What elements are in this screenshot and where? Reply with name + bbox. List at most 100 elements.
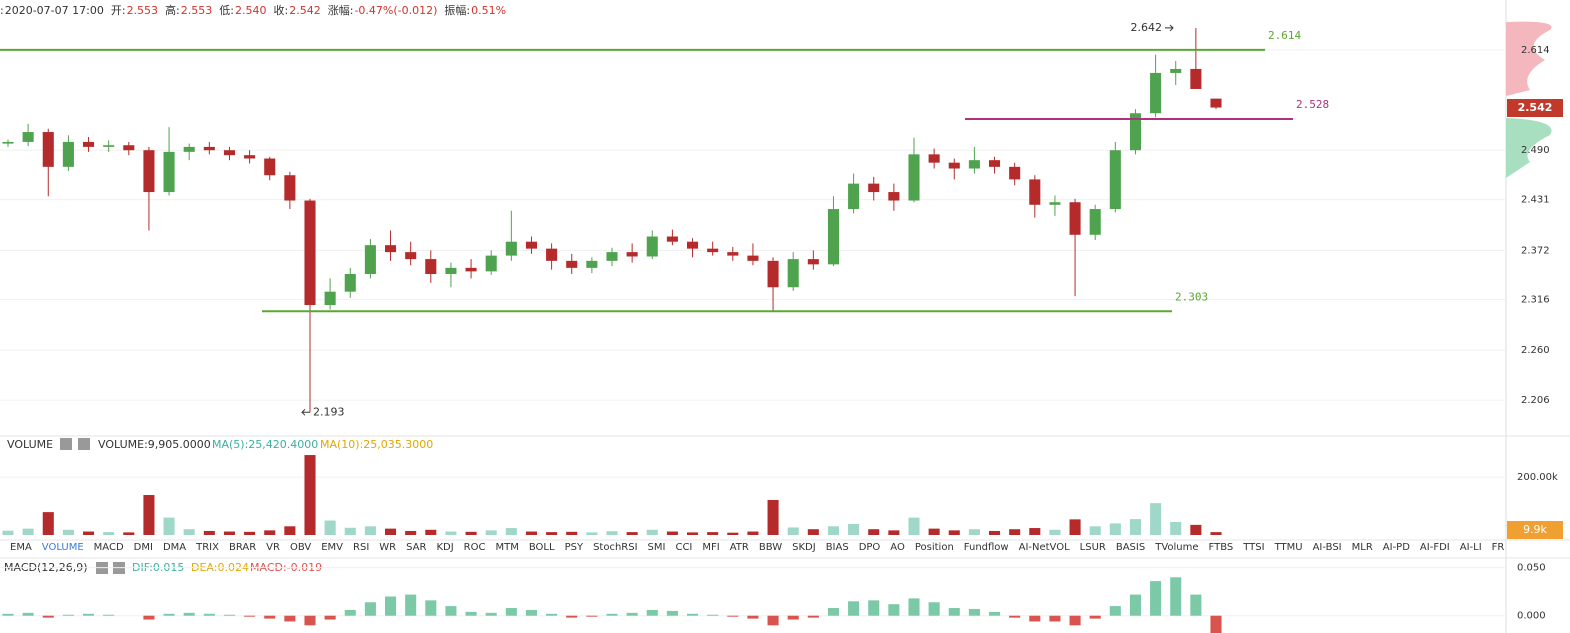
candle-body <box>666 236 678 242</box>
indicator-tab[interactable]: TRIX <box>196 542 219 553</box>
indicator-tab[interactable]: MACD <box>93 542 124 553</box>
bar <box>1049 529 1061 535</box>
y-tick-label: 2.316 <box>1521 295 1550 306</box>
profile-buy <box>1506 118 1552 178</box>
indicator-tab[interactable]: BOLL <box>528 542 555 553</box>
indicator-tab[interactable]: KDJ <box>436 542 454 553</box>
bar <box>123 532 135 535</box>
candle-body <box>123 145 135 151</box>
indicator-tab[interactable]: WR <box>379 542 397 553</box>
bar <box>183 612 195 616</box>
candle-body <box>264 158 276 176</box>
indicator-tab[interactable]: MFI <box>702 542 720 553</box>
indicator-tab[interactable]: AI-LI <box>1459 542 1482 553</box>
indicator-tab[interactable]: TVolume <box>1155 542 1199 553</box>
header-value: 2.553 <box>181 4 213 17</box>
indicator-tab[interactable]: DPO <box>858 542 881 553</box>
bar <box>1129 519 1142 535</box>
indicator-tab[interactable]: ROC <box>463 542 486 553</box>
indicator-tab[interactable]: AI-NetVOL <box>1018 542 1070 553</box>
bar <box>988 611 1001 616</box>
bar <box>525 609 538 616</box>
candle-body <box>1190 68 1202 89</box>
volume-tag-box <box>1507 521 1563 539</box>
bar <box>566 531 578 535</box>
candle-body <box>1029 179 1041 205</box>
indicator-tab[interactable]: OBV <box>289 542 312 553</box>
indicator-tab[interactable]: EMA <box>10 542 32 553</box>
bar <box>465 611 477 616</box>
bar <box>22 528 34 535</box>
bar <box>163 613 175 616</box>
indicator-tab[interactable]: StochRSI <box>593 542 638 553</box>
indicator-tab[interactable]: LSUR <box>1079 542 1106 553</box>
candle-body <box>1049 202 1061 205</box>
bar <box>304 455 316 535</box>
indicator-tab[interactable]: SAR <box>406 542 427 553</box>
y-tick-label: 0.050 <box>1517 563 1546 574</box>
candle-body <box>1150 72 1162 114</box>
profile-sell <box>1506 21 1552 97</box>
indicator-tab[interactable]: BASIS <box>1115 542 1146 553</box>
bar <box>707 614 719 616</box>
bar <box>586 615 598 617</box>
settings-icon[interactable] <box>60 438 72 450</box>
indicator-tab[interactable]: Fundflow <box>963 542 1009 553</box>
close-icon[interactable] <box>78 438 90 450</box>
indicator-tab[interactable]: EMV <box>321 542 344 553</box>
indicator-tab[interactable]: MLR <box>1351 542 1373 553</box>
indicator-tab[interactable]: DMA <box>162 542 187 553</box>
indicator-tab[interactable]: VR <box>266 542 280 553</box>
candle-body <box>1069 202 1081 235</box>
indicator-tab[interactable]: ATR <box>729 542 749 553</box>
indicator-tab[interactable]: RSI <box>353 542 370 553</box>
bar <box>324 615 336 620</box>
indicator-tab[interactable]: Position <box>914 542 954 553</box>
header-label: 涨幅: <box>328 4 354 17</box>
candle-body <box>948 162 960 169</box>
candle-body <box>626 252 638 257</box>
header-value: 2.553 <box>127 4 159 17</box>
bar <box>686 613 699 616</box>
bar <box>848 601 860 616</box>
indicator-tab[interactable]: AO <box>890 542 905 553</box>
bar <box>606 613 618 616</box>
candle-body <box>485 255 497 272</box>
indicator-tab[interactable]: PSY <box>564 542 584 553</box>
indicator-tab[interactable]: TTSI <box>1243 542 1265 553</box>
indicator-tab[interactable]: BBW <box>758 542 783 553</box>
indicator-tab[interactable]: SMI <box>647 542 666 553</box>
bar <box>908 598 920 616</box>
candle-body <box>1170 68 1182 73</box>
bar <box>525 531 538 535</box>
indicator-tab[interactable]: AI-PD <box>1382 542 1410 553</box>
indicator-tab[interactable]: FR <box>1491 542 1505 553</box>
bar <box>1150 503 1162 535</box>
candle-body <box>22 132 34 142</box>
bar <box>505 528 517 535</box>
indicator-tab[interactable]: SKDJ <box>792 542 816 553</box>
bar <box>425 600 437 616</box>
indicator-tab[interactable]: TTMU <box>1274 542 1303 553</box>
high-annotation: 2.642 <box>1131 21 1163 34</box>
indicator-tab[interactable]: MTM <box>495 542 519 553</box>
bar <box>344 609 356 616</box>
indicator-tab[interactable]: AI-BSI <box>1312 542 1342 553</box>
candle-body <box>968 160 980 169</box>
indicator-tab[interactable]: AI-FDI <box>1419 542 1450 553</box>
indicator-tab[interactable]: FTBS <box>1208 542 1234 553</box>
indicator-tab[interactable]: CCI <box>675 542 693 553</box>
indicator-tab[interactable]: BRAR <box>228 542 257 553</box>
indicator-tab[interactable]: VOLUME <box>41 542 84 553</box>
y-tick-label: 0.000 <box>1517 611 1546 622</box>
candle-body <box>505 241 517 256</box>
bar <box>445 606 457 616</box>
indicator-tab[interactable]: BIAS <box>825 542 849 553</box>
bar <box>868 600 880 616</box>
candle-body <box>143 150 155 193</box>
bar <box>948 608 960 616</box>
bar <box>626 612 638 616</box>
indicator-tab[interactable]: DMI <box>133 542 153 553</box>
